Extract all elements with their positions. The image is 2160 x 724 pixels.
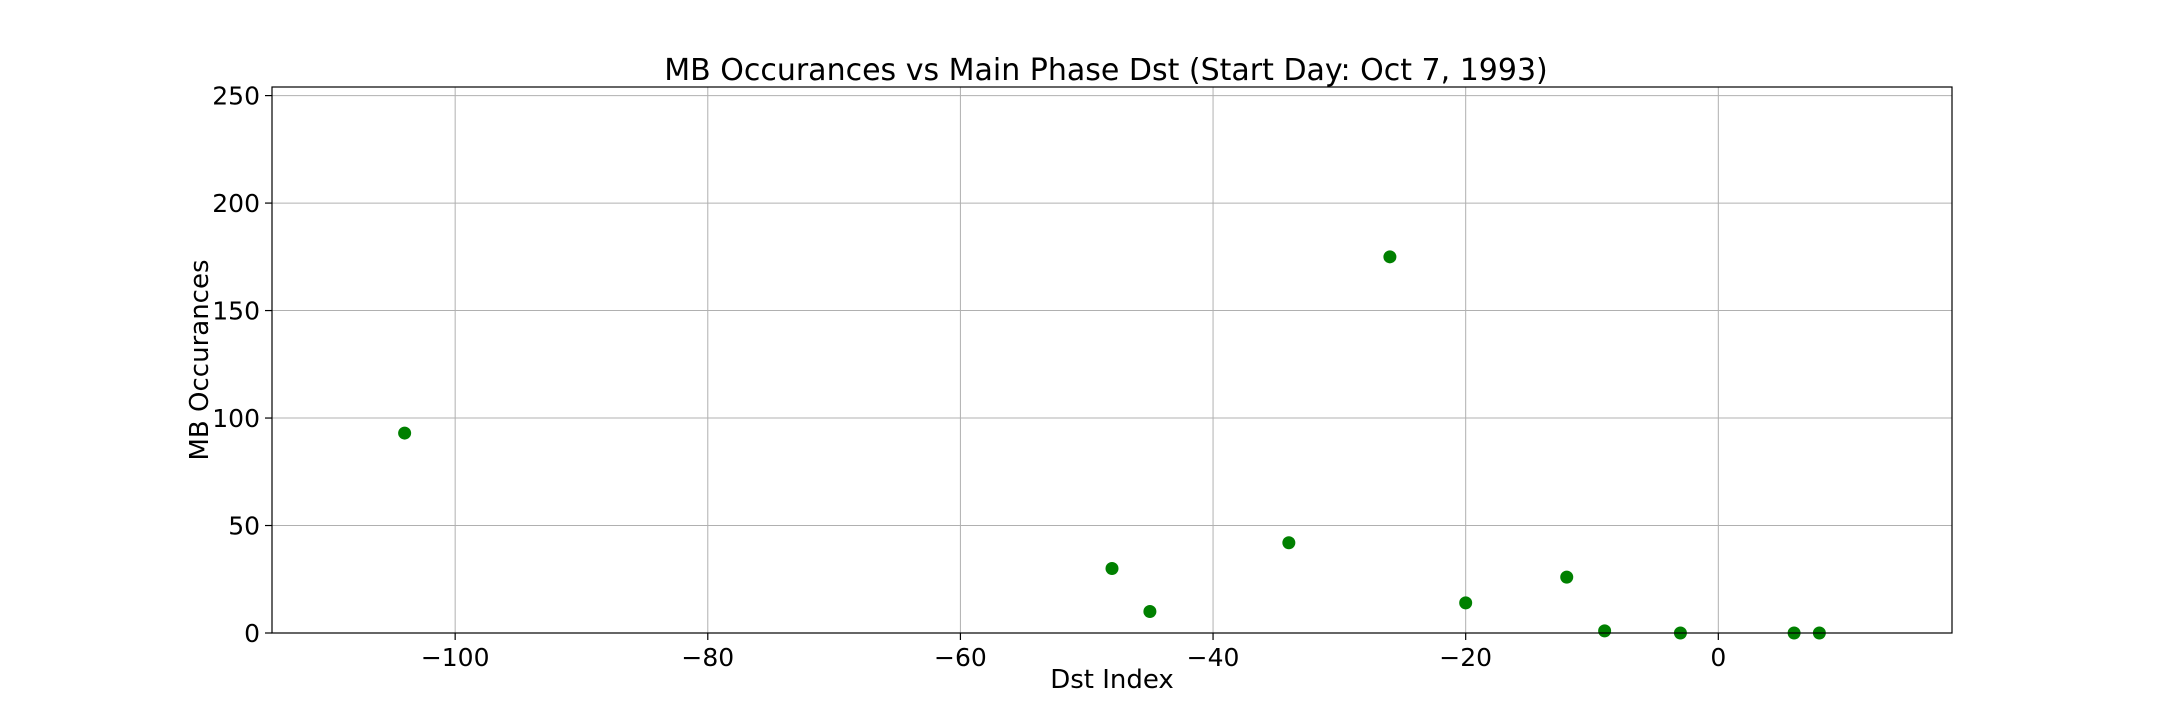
data-point [1105,562,1119,576]
y-tick-label: 200 [212,189,260,218]
y-tick-label: 50 [228,512,260,541]
y-tick-label: 100 [212,404,260,433]
x-tick-label: −40 [1187,643,1240,672]
y-tick-label: 150 [212,297,260,326]
data-point [398,426,412,440]
grid-lines [272,87,1952,634]
plot-frame [271,86,1953,634]
x-axis-ticks: −100 −80 −60 −40 −20 0 [421,633,1726,672]
x-axis-label: Dst Index [1050,665,1174,695]
chart-title: MB Occurances vs Main Phase Dst (Start D… [664,53,1548,88]
x-tick-label: −80 [681,643,734,672]
y-tick-label: 0 [244,619,260,648]
y-axis-label: MB Occurances [185,259,215,460]
data-points [398,250,1826,640]
data-point [1282,536,1296,550]
data-point [1383,250,1397,264]
data-point [1459,596,1473,610]
data-point [1560,570,1574,584]
x-tick-label: −100 [421,643,490,672]
x-tick-label: −20 [1439,643,1492,672]
data-point [1143,605,1157,619]
y-tick-label: 250 [212,82,260,111]
x-tick-label: 0 [1710,643,1726,672]
data-point [1598,624,1612,638]
y-axis-ticks: 0 50 100 150 200 250 [212,82,272,648]
x-tick-label: −60 [934,643,987,672]
